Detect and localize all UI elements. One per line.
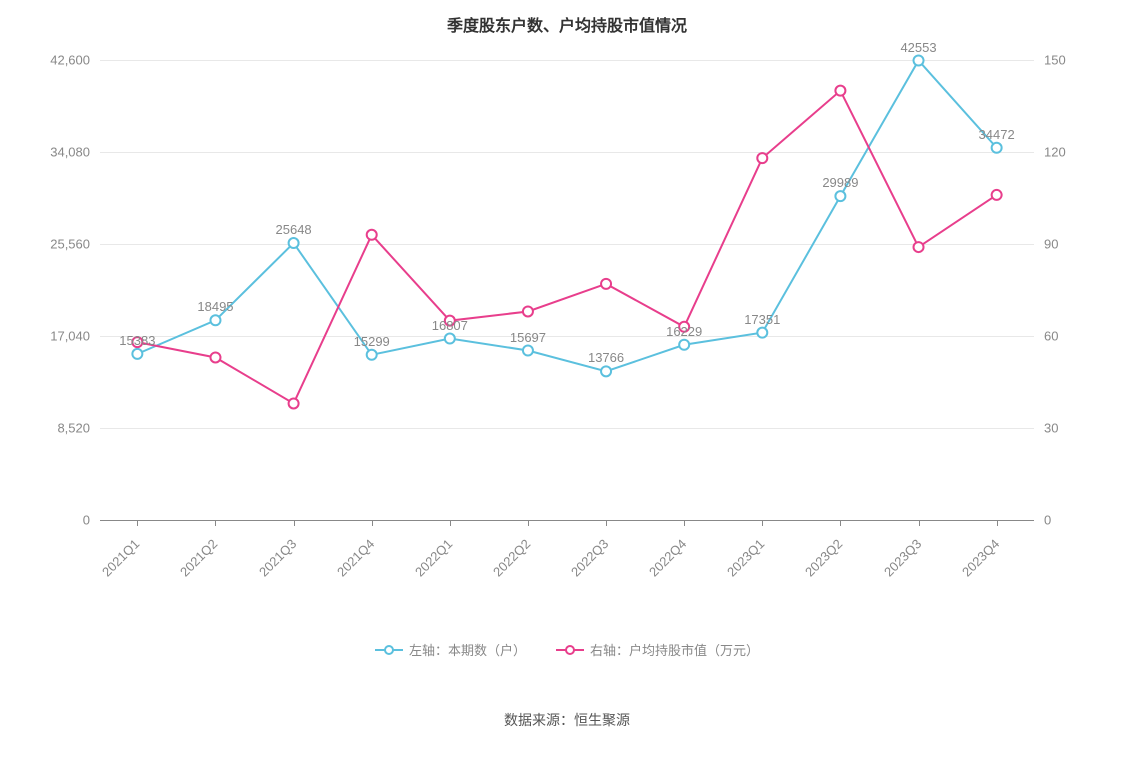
series-point-count[interactable] (132, 349, 142, 359)
series-line-count (137, 61, 996, 372)
x-tick (606, 520, 607, 526)
y-left-tick-label: 17,040 (10, 329, 90, 344)
x-tick-label: 2023Q4 (935, 536, 1002, 603)
x-tick (840, 520, 841, 526)
point-label-count: 34472 (979, 127, 1015, 142)
point-label-count: 15383 (119, 333, 155, 348)
x-tick (294, 520, 295, 526)
legend-item-count[interactable]: 左轴：本期数（户） (375, 640, 526, 659)
y-left-tick-label: 42,600 (10, 53, 90, 68)
y-left-tick-label: 34,080 (10, 145, 90, 160)
legend: 左轴：本期数（户） 右轴：户均持股市值（万元） (0, 640, 1134, 659)
series-point-count[interactable] (367, 350, 377, 360)
x-tick (372, 520, 373, 526)
x-tick (450, 520, 451, 526)
point-label-count: 16807 (432, 318, 468, 333)
y-right-tick-label: 90 (1044, 237, 1104, 252)
point-label-count: 15299 (354, 334, 390, 349)
series-point-value[interactable] (835, 86, 845, 96)
series-point-value[interactable] (601, 279, 611, 289)
y-right-tick-label: 150 (1044, 53, 1104, 68)
point-label-count: 18495 (197, 299, 233, 314)
point-label-count: 42553 (900, 40, 936, 55)
point-label-count: 25648 (276, 222, 312, 237)
point-label-count: 17351 (744, 312, 780, 327)
series-point-value[interactable] (914, 242, 924, 252)
series-point-count[interactable] (757, 328, 767, 338)
x-tick-label: 2021Q2 (154, 536, 221, 603)
data-source: 数据来源：恒生聚源 (0, 710, 1134, 730)
point-label-count: 13766 (588, 350, 624, 365)
x-tick-label: 2022Q4 (622, 536, 689, 603)
series-point-count[interactable] (679, 340, 689, 350)
legend-label: 左轴：本期数（户） (409, 640, 526, 659)
series-point-value[interactable] (992, 190, 1002, 200)
legend-swatch-icon (556, 643, 584, 657)
x-tick-label: 2023Q3 (857, 536, 924, 603)
series-point-count[interactable] (835, 191, 845, 201)
y-left-tick-label: 25,560 (10, 237, 90, 252)
chart-title: 季度股东户数、户均持股市值情况 (0, 12, 1134, 36)
x-tick-label: 2022Q1 (388, 536, 455, 603)
gridline (100, 520, 1034, 521)
y-right-tick-label: 120 (1044, 145, 1104, 160)
series-point-count[interactable] (523, 346, 533, 356)
y-right-tick-label: 60 (1044, 329, 1104, 344)
series-point-value[interactable] (210, 352, 220, 362)
x-tick-label: 2023Q2 (779, 536, 846, 603)
x-tick-label: 2022Q2 (466, 536, 533, 603)
series-point-count[interactable] (289, 238, 299, 248)
series-point-count[interactable] (601, 366, 611, 376)
legend-item-value[interactable]: 右轴：户均持股市值（万元） (556, 640, 759, 659)
legend-label: 右轴：户均持股市值（万元） (590, 640, 759, 659)
legend-swatch-icon (375, 643, 403, 657)
x-tick (684, 520, 685, 526)
x-tick-label: 2021Q4 (310, 536, 377, 603)
x-tick (919, 520, 920, 526)
x-tick-label: 2021Q3 (232, 536, 299, 603)
x-tick-label: 2023Q1 (700, 536, 767, 603)
point-label-count: 29989 (822, 175, 858, 190)
y-left-tick-label: 0 (10, 513, 90, 528)
x-tick-label: 2021Q1 (76, 536, 143, 603)
y-left-tick-label: 8,520 (10, 421, 90, 436)
series-point-count[interactable] (210, 315, 220, 325)
y-right-tick-label: 30 (1044, 421, 1104, 436)
point-label-count: 16229 (666, 324, 702, 339)
series-point-count[interactable] (914, 56, 924, 66)
x-tick (215, 520, 216, 526)
series-point-value[interactable] (523, 306, 533, 316)
series-line-value (137, 91, 996, 404)
series-svg (100, 60, 1034, 520)
series-point-count[interactable] (992, 143, 1002, 153)
plot-area: 008,5203017,0406025,5609034,08012042,600… (100, 60, 1034, 520)
series-point-count[interactable] (445, 334, 455, 344)
point-label-count: 15697 (510, 330, 546, 345)
x-tick (997, 520, 998, 526)
x-tick (137, 520, 138, 526)
series-point-value[interactable] (367, 230, 377, 240)
x-tick (762, 520, 763, 526)
y-right-tick-label: 0 (1044, 513, 1104, 528)
chart-container: 季度股东户数、户均持股市值情况 008,5203017,0406025,5609… (0, 0, 1134, 766)
series-point-value[interactable] (757, 153, 767, 163)
series-point-value[interactable] (289, 398, 299, 408)
x-tick (528, 520, 529, 526)
x-tick-label: 2022Q3 (544, 536, 611, 603)
